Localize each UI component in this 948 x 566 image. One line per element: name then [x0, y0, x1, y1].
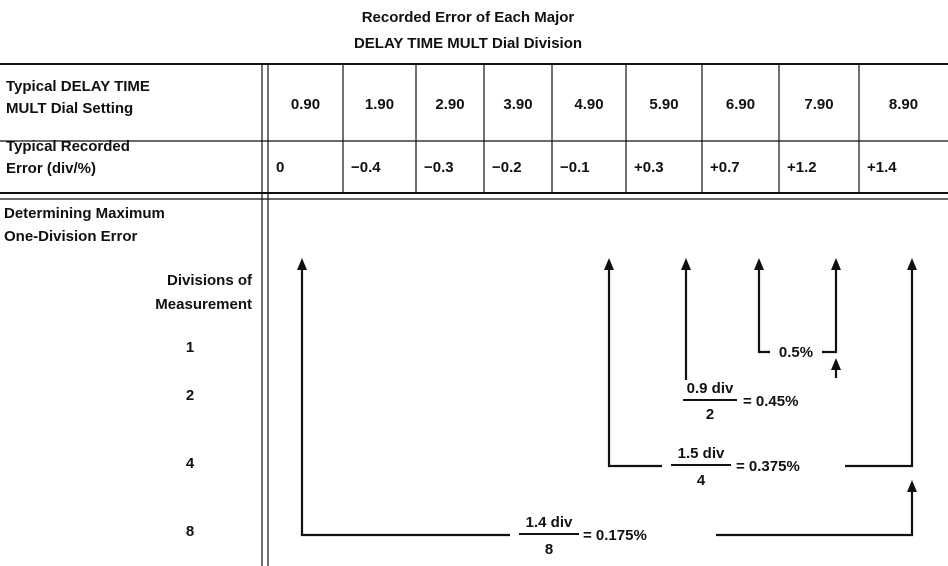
- error-cell: −0.3: [424, 159, 454, 176]
- arrowhead-up: [831, 258, 841, 270]
- eight-division-numerator: 1.4 div: [526, 514, 573, 531]
- four-division-numerator: 1.5 div: [678, 445, 725, 462]
- lower-heading-line-1: Determining Maximum: [4, 205, 165, 222]
- bracket-1-division: [754, 258, 841, 354]
- division-value-8: 8: [186, 523, 194, 540]
- eight-division-denominator: 8: [545, 541, 553, 558]
- division-value-1: 1: [186, 339, 194, 356]
- bracket-1-right-leg: [822, 268, 838, 354]
- table-grid: [0, 63, 948, 566]
- division-value-2: 2: [186, 387, 194, 404]
- arrowhead-up: [754, 258, 764, 270]
- setting-cell: 1.90: [365, 96, 394, 113]
- bracket-4-division: [604, 258, 917, 468]
- divisions-heading-line-2: Measurement: [155, 296, 252, 313]
- setting-cell: 0.90: [291, 96, 320, 113]
- setting-cell: 5.90: [649, 96, 678, 113]
- division-value-4: 4: [186, 455, 195, 472]
- bracket-2-division: [681, 258, 841, 380]
- bracket-4-left-leg: [607, 268, 662, 468]
- setting-cell: 7.90: [804, 96, 833, 113]
- divisions-heading-line-1: Divisions of: [167, 272, 253, 289]
- lower-heading-line-2: One-Division Error: [4, 228, 138, 245]
- bracket-1-left-leg: [757, 268, 770, 354]
- row-setting-label-line-1: Typical DELAY TIME: [6, 78, 150, 95]
- error-cell: −0.2: [492, 159, 522, 176]
- setting-cell: 2.90: [435, 96, 464, 113]
- arrowhead-up: [604, 258, 614, 270]
- four-division-result: = 0.375%: [736, 458, 800, 475]
- bracket-8-left-leg: [300, 268, 510, 537]
- error-cell: +1.4: [867, 159, 897, 176]
- row-error-label-line-2: Error (div/%): [6, 160, 96, 177]
- column-dividers: [342, 64, 860, 193]
- setting-cell: 3.90: [503, 96, 532, 113]
- one-division-error-label: 0.5%: [779, 344, 813, 361]
- eight-division-result: = 0.175%: [583, 527, 647, 544]
- two-division-denominator: 2: [706, 406, 714, 423]
- title-line-1: Recorded Error of Each Major: [362, 9, 575, 26]
- arrowhead-up: [681, 258, 691, 270]
- error-cell: +0.3: [634, 159, 664, 176]
- bracket-8-division: [297, 258, 917, 537]
- title-line-2: DELAY TIME MULT Dial Division: [354, 35, 582, 52]
- row-setting-label-line-2: MULT Dial Setting: [6, 100, 133, 117]
- row-error-label-line-1: Typical Recorded: [6, 138, 130, 155]
- two-division-result: = 0.45%: [743, 393, 798, 410]
- arrowhead-up: [297, 258, 307, 270]
- setting-cell: 4.90: [574, 96, 603, 113]
- error-cell: +1.2: [787, 159, 817, 176]
- table-cells: 0.90 1.90 2.90 3.90 4.90 5.90 6.90 7.90 8.90 0 −0.…: [276, 96, 918, 176]
- error-cell: +0.7: [710, 159, 740, 176]
- bracket-8-right-leg: [716, 492, 914, 537]
- setting-cell: 6.90: [726, 96, 755, 113]
- error-cell: −0.1: [560, 159, 590, 176]
- two-division-numerator: 0.9 div: [687, 380, 734, 397]
- error-cell: 0: [276, 159, 284, 176]
- error-cell: −0.4: [351, 159, 381, 176]
- arrowhead-up: [907, 480, 917, 492]
- bracket-4-right-leg: [845, 268, 914, 468]
- four-division-denominator: 4: [697, 472, 706, 489]
- arrowhead-up: [907, 258, 917, 270]
- arrowhead-up: [831, 358, 841, 370]
- setting-cell: 8.90: [889, 96, 918, 113]
